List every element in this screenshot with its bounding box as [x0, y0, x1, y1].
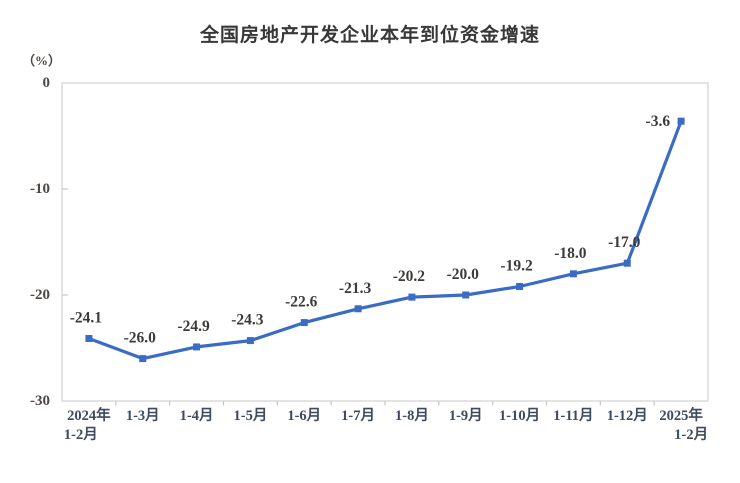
data-point-marker — [139, 355, 147, 363]
y-axis-unit-label: （%） — [22, 53, 62, 68]
series-line — [87, 119, 683, 361]
data-label: -24.1 — [70, 309, 102, 326]
data-point-marker — [354, 305, 362, 313]
data-point-marker — [246, 337, 254, 345]
x-tick-label: 1-8月 — [395, 407, 429, 424]
data-label: -20.2 — [393, 268, 426, 285]
x-tick-label: 2025年 — [659, 406, 703, 424]
data-point-marker — [85, 334, 93, 342]
x-tick-label: 1-11月 — [553, 407, 593, 424]
x-tick-label-line2: 1-2月 — [674, 426, 708, 443]
data-point-marker — [300, 319, 308, 327]
chart-title: 全国房地产开发企业本年到位资金增速 — [199, 25, 540, 46]
data-point-marker — [623, 259, 631, 267]
x-tick-label: 1-4月 — [180, 407, 214, 424]
data-point-marker — [677, 117, 685, 125]
data-label: -24.9 — [177, 318, 210, 335]
y-tick-label: -30 — [30, 393, 50, 409]
x-tick-label: 1-10月 — [499, 407, 540, 424]
data-point-marker — [408, 293, 416, 301]
data-label: -18.0 — [554, 245, 587, 262]
data-label: -3.6 — [646, 113, 671, 130]
x-tick-label: 1-7月 — [341, 407, 375, 424]
y-tick-label: -10 — [30, 181, 50, 197]
x-tick-label: 1-9月 — [449, 407, 483, 424]
data-label: -24.3 — [231, 312, 264, 329]
data-point-marker — [462, 291, 470, 299]
x-tick-label-line2: 1-2月 — [64, 426, 98, 443]
x-tick-label: 1-3月 — [126, 407, 160, 424]
data-point-marker — [516, 283, 524, 291]
x-tick-label: 1-5月 — [233, 407, 267, 424]
x-tick-label: 2024年 — [67, 406, 111, 424]
data-label: -22.6 — [285, 294, 318, 311]
data-label: -21.3 — [339, 280, 372, 297]
data-label: -19.2 — [500, 258, 533, 275]
data-point-marker — [193, 343, 201, 351]
data-point-marker — [569, 270, 577, 278]
x-tick-label: 1-12月 — [607, 407, 648, 424]
data-label: -17.0 — [608, 234, 641, 251]
data-label: -26.0 — [124, 330, 157, 347]
y-tick-label: -20 — [30, 287, 50, 303]
x-tick-label: 1-6月 — [287, 407, 321, 424]
data-label: -20.0 — [447, 266, 480, 283]
y-tick-label: 0 — [43, 75, 51, 91]
